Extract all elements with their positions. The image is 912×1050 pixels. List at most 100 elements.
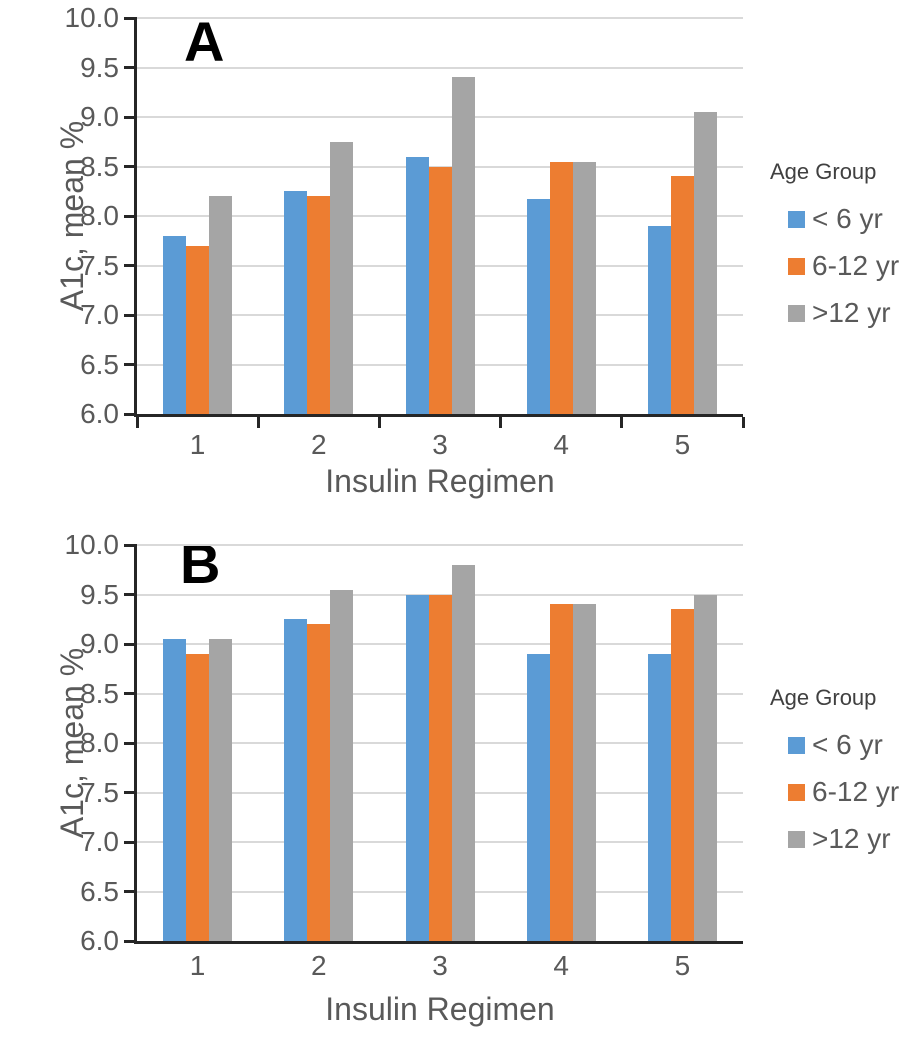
x-axis-line xyxy=(137,414,743,417)
x-axis-title: Insulin Regimen xyxy=(325,991,555,1027)
y-tick xyxy=(124,692,137,695)
x-category-label: 3 xyxy=(432,950,448,981)
legend-swatch-gray xyxy=(788,304,805,322)
plot-area: 6.0 6.5 7.0 7.5 8.0 8.5 9.0 9.5 10.0 1 2 3 4 5 xyxy=(65,531,743,980)
y-tick-label: 7.5 xyxy=(80,776,119,808)
legend-title: Age Group xyxy=(770,685,877,710)
y-tick xyxy=(124,264,137,267)
y-tick xyxy=(124,165,137,168)
legend-label: >12 yr xyxy=(812,823,891,854)
y-tick xyxy=(124,791,137,794)
bar-series2-cat5 xyxy=(693,112,717,414)
x-axis-title: Insulin Regimen xyxy=(325,463,555,499)
x-axis-line xyxy=(137,941,743,944)
y-tick-label: 9.5 xyxy=(80,51,119,83)
legend-label: >12 yr xyxy=(812,297,891,328)
gridline xyxy=(137,116,743,118)
bar-series2-cat4 xyxy=(572,161,596,414)
x-category-label: 3 xyxy=(432,429,448,460)
legend-item: >12 yr xyxy=(788,824,891,854)
bar-series0-cat5 xyxy=(647,653,671,941)
bar-series1-cat1 xyxy=(186,653,210,941)
legend-swatch-blue xyxy=(788,736,805,754)
x-category-label: 4 xyxy=(553,950,569,981)
y-tick-label: 8.5 xyxy=(80,150,119,182)
legend: Age Group < 6 yr 6-12 yr >12 yr xyxy=(768,685,912,853)
y-tick xyxy=(124,890,137,893)
bar-series1-cat4 xyxy=(549,604,573,941)
gridline xyxy=(137,544,743,546)
bar-series1-cat1 xyxy=(186,245,210,414)
plot-area: 6.0 6.5 7.0 7.5 8.0 8.5 9.0 9.5 10.0 1 2 3 4 5 xyxy=(65,4,745,459)
y-tick xyxy=(124,642,137,646)
bar-series0-cat3 xyxy=(405,594,429,941)
bar-series1-cat3 xyxy=(428,594,452,941)
y-tick xyxy=(124,363,137,366)
y-tick xyxy=(124,840,137,844)
y-tick xyxy=(124,939,137,943)
x-category-label: 2 xyxy=(310,950,327,981)
y-tick xyxy=(124,214,137,218)
x-category-label: 1 xyxy=(189,950,206,981)
y-tick-label: 6.0 xyxy=(80,398,119,429)
y-tick-label: 7.5 xyxy=(80,249,119,281)
y-tick xyxy=(124,66,137,69)
x-tick xyxy=(256,417,260,428)
gridline xyxy=(137,17,743,19)
y-tick-label: 6.5 xyxy=(80,348,119,380)
x-tick xyxy=(377,417,381,428)
y-tick-label: 7.0 xyxy=(80,826,119,857)
y-tick-label: 10.0 xyxy=(64,529,120,560)
x-tick xyxy=(135,417,139,428)
x-category-label: 5 xyxy=(674,429,691,460)
bar-series1-cat2 xyxy=(307,624,331,941)
y-tick-label: 8.0 xyxy=(80,200,119,231)
y-tick-label: 6.5 xyxy=(80,875,119,907)
legend-label: 6-12 yr xyxy=(812,250,900,281)
bar-series2-cat3 xyxy=(451,564,475,941)
y-tick-label: 6.0 xyxy=(80,925,119,956)
legend-item: < 6 yr xyxy=(788,730,883,760)
bar-series2-cat1 xyxy=(209,639,233,941)
legend-swatch-gray xyxy=(788,830,805,848)
bar-series0-cat4 xyxy=(526,653,550,941)
legend-title: Age Group xyxy=(770,159,877,184)
bar-series1-cat3 xyxy=(428,166,452,414)
y-tick-label: 9.0 xyxy=(80,628,119,659)
bar-series1-cat2 xyxy=(307,196,331,414)
legend-swatch-orange xyxy=(788,257,805,275)
x-tick xyxy=(499,417,503,428)
y-tick-label: 10.0 xyxy=(64,2,120,33)
legend-item: >12 yr xyxy=(788,298,891,328)
legend-swatch-orange xyxy=(788,783,805,801)
y-tick-label: 7.0 xyxy=(80,299,119,330)
bar-series1-cat5 xyxy=(670,176,694,414)
bar-series2-cat2 xyxy=(330,589,354,941)
bar-series2-cat2 xyxy=(330,141,354,415)
x-category-label: 1 xyxy=(189,429,206,460)
y-tick xyxy=(124,115,137,119)
legend-item: 6-12 yr xyxy=(788,777,899,807)
y-tick xyxy=(124,313,137,317)
legend-swatch-blue xyxy=(788,210,805,228)
y-tick-label: 8.5 xyxy=(80,677,119,709)
bar-series0-cat1 xyxy=(163,235,187,414)
bar-series2-cat5 xyxy=(693,594,717,941)
legend-label: < 6 yr xyxy=(812,203,883,234)
x-tick xyxy=(620,417,624,428)
y-tick-label: 9.0 xyxy=(80,101,119,132)
bar-series0-cat3 xyxy=(405,156,429,414)
bar-series0-cat5 xyxy=(647,225,671,414)
y-axis-line xyxy=(134,18,137,417)
y-tick xyxy=(124,741,137,745)
bar-series1-cat5 xyxy=(670,609,694,941)
bar-series0-cat2 xyxy=(284,191,308,415)
bar-series1-cat4 xyxy=(549,161,573,414)
y-tick xyxy=(124,412,137,416)
y-tick xyxy=(124,16,137,20)
y-tick xyxy=(124,593,137,596)
gridline xyxy=(137,66,743,69)
bar-series2-cat3 xyxy=(451,77,475,414)
